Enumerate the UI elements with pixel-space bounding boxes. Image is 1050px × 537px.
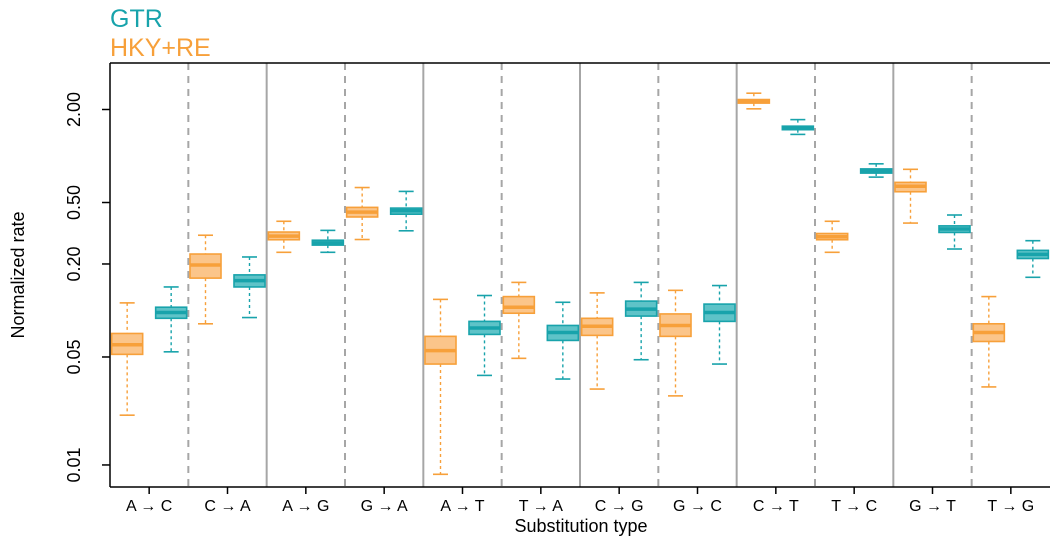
y-tick-label: 0.50 (64, 185, 84, 220)
x-tick-label: A → G (282, 498, 329, 515)
x-tick-label: A → C (126, 498, 172, 515)
x-tick-label: T → C (831, 498, 877, 515)
x-tick-label: G → C (673, 498, 722, 515)
box-gtr-3 (311, 229, 345, 254)
category-dividers (187, 63, 973, 487)
x-axis-title: Substitution type (514, 516, 647, 536)
box-gtr-6 (546, 301, 580, 380)
box-gtr-1 (154, 286, 188, 353)
box-hky-10 (815, 220, 849, 254)
box-gtr-12 (1016, 239, 1050, 279)
y-axis: 0.01 0.05 0.20 0.50 2.00 (64, 92, 110, 482)
box-iqr (502, 295, 536, 315)
box-hky-6 (502, 281, 536, 360)
x-tick-label: T → A (519, 498, 563, 515)
x-tick-label: G → A (361, 498, 408, 515)
legend-entry-gtr: GTR (110, 5, 163, 33)
y-axis-title: Normalized rate (8, 211, 28, 338)
box-gtr-8 (703, 284, 736, 365)
x-tick-label: T → G (987, 498, 1034, 515)
box-hky-5 (424, 298, 457, 476)
box-gtr-7 (624, 281, 658, 361)
box-hky-9 (737, 92, 771, 110)
box-hky-4 (345, 186, 379, 241)
y-tick-label: 0.20 (64, 246, 84, 281)
box-gtr-5 (468, 294, 501, 377)
box-gtr-4 (389, 190, 423, 232)
y-tick-label: 0.01 (64, 447, 84, 482)
box-gtr-2 (233, 256, 266, 319)
x-tick-label: C → G (595, 498, 644, 515)
x-tick-label: G → T (909, 498, 956, 515)
box-hky-12 (972, 295, 1006, 388)
y-tick-label: 0.05 (64, 339, 84, 374)
box-hky-11 (894, 168, 927, 224)
y-tick-label: 2.00 (64, 92, 84, 127)
box-gtr-11 (938, 214, 971, 250)
box-gtr-9 (781, 118, 815, 136)
legend-entry-hky: HKY+RE (110, 34, 211, 62)
plot-frame (109, 62, 1050, 488)
box-hky-7 (580, 292, 614, 390)
x-tick-label: C → A (204, 498, 251, 515)
box-hky-3 (267, 220, 301, 254)
box-gtr-10 (859, 163, 893, 178)
x-tick-label: A → T (440, 498, 484, 515)
box-series (110, 92, 1050, 476)
box-hky-8 (659, 289, 692, 397)
box-hky-2 (189, 234, 222, 325)
box-hky-1 (110, 302, 144, 416)
x-tick-label: C → T (753, 498, 799, 515)
x-axis: A → C C → A A → G G → A A → T T → A C → G G → C… (126, 487, 1034, 515)
